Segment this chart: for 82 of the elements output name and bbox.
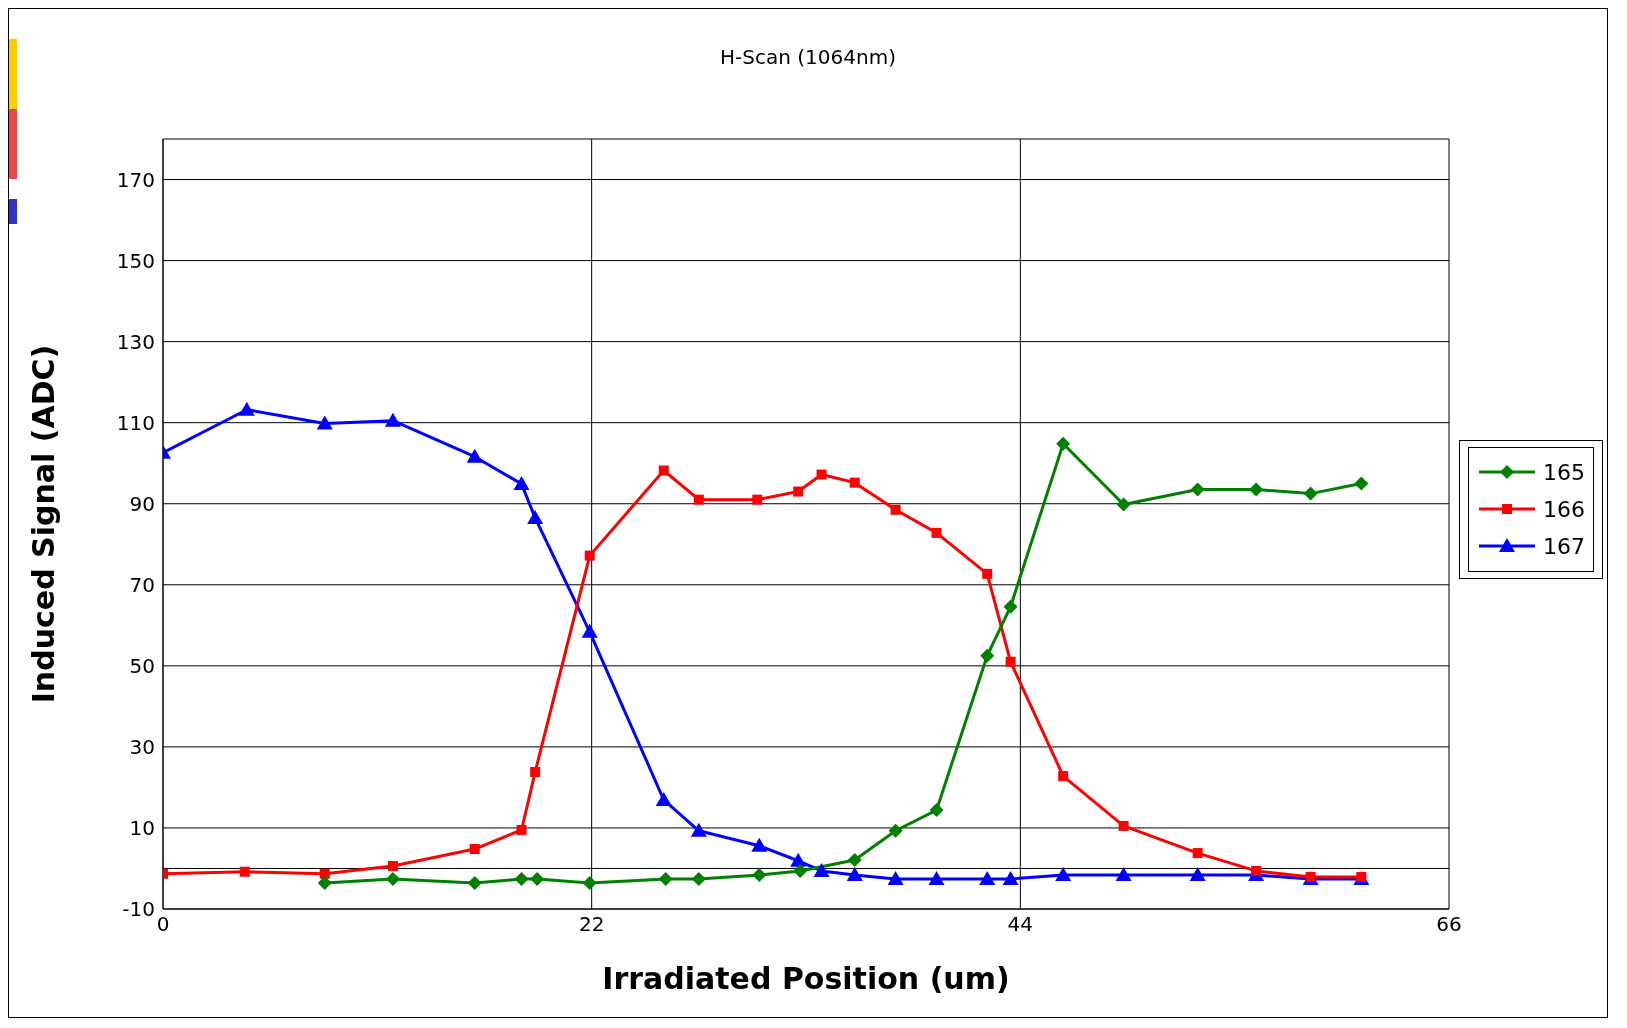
point xyxy=(890,504,901,515)
point xyxy=(752,867,767,882)
point xyxy=(790,852,807,867)
point xyxy=(658,465,669,476)
x-tick-label: 0 xyxy=(156,912,170,937)
point xyxy=(527,509,544,524)
point xyxy=(1003,599,1018,614)
y-tick-label: 70 xyxy=(129,572,155,597)
point xyxy=(691,872,706,887)
point xyxy=(847,852,862,867)
x-tick-label: 66 xyxy=(1436,912,1462,937)
point xyxy=(888,823,903,838)
point xyxy=(514,872,529,887)
point xyxy=(793,863,808,878)
point xyxy=(1002,871,1019,886)
point xyxy=(239,866,250,877)
point xyxy=(979,871,996,886)
point xyxy=(655,791,672,806)
point xyxy=(982,568,993,579)
point xyxy=(887,871,904,886)
point xyxy=(513,475,530,490)
point xyxy=(816,469,827,480)
point xyxy=(658,872,673,887)
y-axis-title: Induced Signal (ADC) xyxy=(25,344,61,704)
point xyxy=(316,415,333,430)
point xyxy=(582,876,597,891)
y-tick-label: 90 xyxy=(129,491,155,516)
point xyxy=(581,623,598,638)
point xyxy=(813,862,830,877)
point xyxy=(385,872,400,887)
y-tick-label: -10 xyxy=(122,897,155,922)
point xyxy=(387,861,398,872)
y-tick-label: 170 xyxy=(116,167,155,192)
point xyxy=(1055,866,1072,881)
point xyxy=(1249,482,1264,497)
point xyxy=(1354,476,1369,491)
legend-label: 165 xyxy=(1543,458,1585,487)
point xyxy=(1116,497,1131,512)
point xyxy=(1005,656,1016,667)
y-tick-label: 30 xyxy=(129,734,155,759)
y-tick-label: 10 xyxy=(129,816,155,841)
point xyxy=(690,822,707,837)
point xyxy=(1058,771,1069,782)
point xyxy=(466,448,483,463)
y-tick-label: 130 xyxy=(116,329,155,354)
point xyxy=(467,876,482,891)
x-axis-title: Irradiated Position (um) xyxy=(602,961,1010,996)
legend-label: 167 xyxy=(1543,532,1585,561)
chart-title: H-Scan (1064nm) xyxy=(719,45,897,69)
point xyxy=(469,844,480,855)
point xyxy=(793,486,804,497)
point xyxy=(752,494,763,505)
point xyxy=(980,648,995,663)
y-tick-label: 110 xyxy=(116,410,155,435)
point xyxy=(931,527,942,538)
point xyxy=(693,494,704,505)
point xyxy=(384,412,401,427)
point xyxy=(1118,820,1129,831)
point xyxy=(530,767,541,778)
point xyxy=(846,866,863,881)
point xyxy=(929,803,944,818)
legend-label: 166 xyxy=(1543,495,1585,524)
point xyxy=(1189,866,1206,881)
point xyxy=(516,824,527,835)
y-tick-label: 50 xyxy=(129,653,155,678)
x-tick-label: 44 xyxy=(1007,912,1034,937)
point xyxy=(751,837,768,852)
point xyxy=(1192,848,1203,859)
point xyxy=(238,401,255,416)
point xyxy=(317,876,332,891)
point xyxy=(584,550,595,561)
point xyxy=(1056,436,1071,451)
point xyxy=(1251,865,1262,876)
point xyxy=(1190,482,1205,497)
point xyxy=(928,871,945,886)
y-tick-label: 150 xyxy=(116,248,155,273)
x-tick-label: 22 xyxy=(578,912,605,937)
point xyxy=(849,477,860,488)
point xyxy=(1115,866,1132,881)
point xyxy=(530,872,545,887)
point xyxy=(319,868,330,879)
point xyxy=(1303,486,1318,501)
